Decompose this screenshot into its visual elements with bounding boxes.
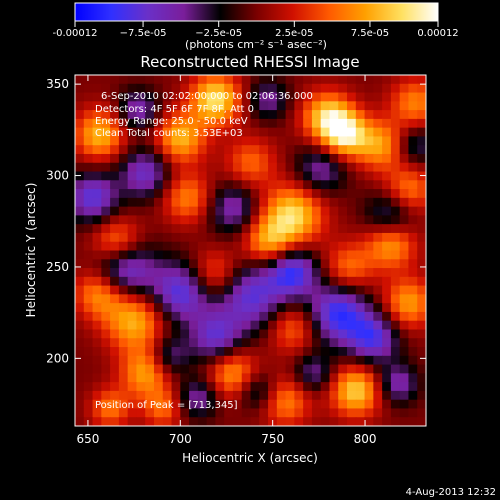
x-axis-label: Heliocentric X (arcsec) <box>182 451 318 465</box>
x-tick-label: 650 <box>76 432 99 446</box>
chart-title: Reconstructed RHESSI Image <box>140 53 359 71</box>
info-line-detectors: Detectors: 4F 5F 6F 7F 8F, Att 0 <box>95 104 254 115</box>
colorbar-tick-label: −2.5e-05 <box>195 28 242 39</box>
y-tick-label: 250 <box>46 260 69 274</box>
x-axis: 650 700 750 800 <box>76 75 376 446</box>
x-tick-label: 800 <box>354 432 377 446</box>
colorbar-units: (photons cm⁻² s⁻¹ asec⁻²) <box>185 38 327 51</box>
colorbar-tick-label: 0.00012 <box>417 28 458 39</box>
info-line-energy: Energy Range: 25.0 - 50.0 keV <box>95 116 248 127</box>
plot-frame <box>74 74 427 427</box>
x-tick-label: 750 <box>261 432 284 446</box>
colorbar-tick-label: 7.5e-05 <box>351 28 389 39</box>
observation-info: 6-Sep-2010 02:02:00.000 to 02:06:36.000 … <box>95 91 313 139</box>
y-axis-label: Heliocentric Y (arcsec) <box>24 183 38 318</box>
colorbar <box>74 2 439 22</box>
peak-position-label: Position of Peak = [713,345] <box>95 400 238 411</box>
y-axis: 200 250 300 350 <box>46 77 426 365</box>
colorbar-tick-label: -0.00012 <box>53 28 98 39</box>
heatmap-image <box>75 75 426 426</box>
colorbar-tick-label: −7.5e-05 <box>120 28 167 39</box>
x-tick-label: 700 <box>169 432 192 446</box>
y-tick-label: 200 <box>46 351 69 365</box>
y-tick-label: 300 <box>46 169 69 183</box>
info-line-time: 6-Sep-2010 02:02:00.000 to 02:06:36.000 <box>101 91 313 102</box>
y-tick-label: 350 <box>46 77 69 91</box>
footer-date: 4-Aug-2013 12:32 <box>406 487 496 498</box>
info-line-clean: Clean Total counts: 3.53E+03 <box>95 128 243 139</box>
colorbar-ticks: -0.00012 −7.5e-05 −2.5e-05 2.5e-05 7.5e-05 0.… <box>53 21 459 39</box>
colorbar-tick-label: 2.5e-05 <box>275 28 313 39</box>
